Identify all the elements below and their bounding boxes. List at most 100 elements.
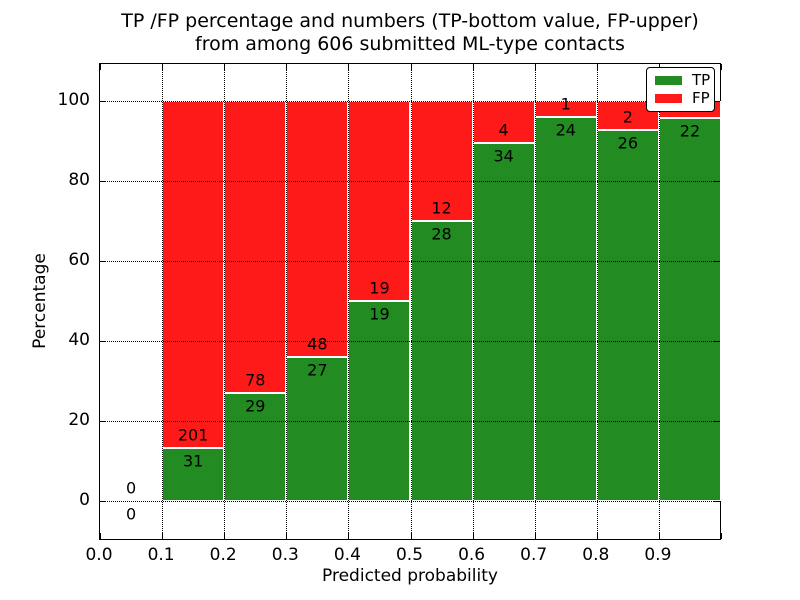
- x-tick-mark: [224, 533, 226, 539]
- y-tick-mark: [714, 181, 720, 182]
- tp-bar: [472, 143, 535, 501]
- x-tick-label: 0.3: [271, 545, 299, 565]
- x-gridline: [286, 64, 288, 539]
- legend-label-tp: TP: [692, 71, 711, 89]
- y-tick-mark: [714, 341, 720, 342]
- x-tick-mark: [286, 64, 288, 70]
- y-gridline: [100, 101, 720, 102]
- tp-count-label: 28: [431, 224, 452, 244]
- x-tick-mark: [534, 64, 536, 70]
- fp-bar: [410, 101, 473, 221]
- tp-count-label: 0: [125, 504, 137, 524]
- tp-bar: [224, 392, 287, 501]
- tp-count-label: 27: [307, 360, 328, 380]
- fp-count-label: 2: [622, 107, 633, 127]
- x-tick-mark: [348, 533, 350, 539]
- x-gridline: [658, 64, 660, 539]
- y-tick-label: 20: [68, 410, 90, 430]
- y-tick-mark: [100, 421, 106, 422]
- x-tick-mark: [472, 64, 474, 70]
- x-tick-label: 0.8: [582, 545, 610, 565]
- x-tick-mark: [410, 64, 412, 70]
- fp-count-label: 1: [560, 94, 571, 114]
- tp-count-label: 24: [555, 120, 576, 140]
- chart-title: TP /FP percentage and numbers (TP-bottom…: [99, 10, 721, 56]
- y-gridline: [100, 261, 720, 262]
- x-tick-mark: [224, 64, 226, 70]
- tp-bar: [658, 118, 721, 501]
- x-axis-label: Predicted probability: [322, 566, 498, 586]
- y-tick-mark: [100, 341, 106, 342]
- tp-bar: [162, 447, 225, 501]
- fp-bar: [348, 101, 411, 301]
- fp-count-label: 12: [431, 198, 452, 218]
- x-tick-label: 0.5: [395, 545, 424, 565]
- tp-count-label: 19: [369, 304, 390, 324]
- fp-count-label: 201: [177, 425, 209, 445]
- x-tick-mark: [100, 64, 101, 70]
- legend-label-fp: FP: [692, 89, 710, 107]
- x-tick-label: 0.9: [644, 545, 672, 565]
- y-tick-label: 40: [68, 330, 90, 350]
- legend-item-tp: TP: [655, 71, 711, 89]
- y-gridline: [100, 501, 720, 502]
- fp-count-label: 4: [498, 120, 509, 140]
- x-gridline: [596, 64, 598, 539]
- tp-count-label: 29: [245, 396, 266, 416]
- x-tick-mark: [286, 533, 288, 539]
- tp-bar: [534, 117, 597, 501]
- x-gridline: [472, 64, 474, 539]
- x-tick-label: 0.1: [147, 545, 175, 565]
- y-tick-mark: [100, 261, 106, 262]
- x-gridline: [534, 64, 536, 539]
- y-tick-label: 80: [68, 170, 90, 190]
- y-tick-mark: [100, 181, 106, 182]
- x-tick-label: 0.4: [333, 545, 361, 565]
- y-tick-mark: [714, 101, 720, 102]
- legend: TP FP: [646, 67, 715, 112]
- fp-count-label: 78: [245, 370, 266, 390]
- x-gridline: [348, 64, 350, 539]
- y-tick-mark: [714, 501, 720, 502]
- fp-bar: [224, 101, 287, 393]
- tp-count-label: 31: [182, 451, 204, 471]
- y-tick-mark: [100, 101, 106, 102]
- legend-item-fp: FP: [655, 89, 710, 107]
- y-gridline: [100, 181, 720, 182]
- x-tick-mark: [472, 533, 474, 539]
- plot-area: TP FP 0020131782948271919122843412422612…: [99, 63, 722, 540]
- y-gridline: [100, 421, 720, 422]
- x-tick-mark: [534, 533, 536, 539]
- tp-bar: [410, 221, 473, 501]
- tp-count-label: 26: [617, 133, 639, 153]
- x-gridline: [224, 64, 226, 539]
- tp-bar: [348, 301, 411, 501]
- x-tick-mark: [348, 64, 350, 70]
- y-tick-label: 0: [79, 490, 90, 510]
- y-tick-mark: [714, 421, 720, 422]
- x-tick-label: 0.0: [85, 545, 113, 565]
- x-gridline: [162, 64, 164, 539]
- fp-swatch-icon: [655, 94, 682, 103]
- y-tick-mark: [100, 501, 106, 502]
- fp-count-label: 19: [369, 278, 390, 298]
- fp-bar: [162, 101, 225, 448]
- x-tick-mark: [410, 533, 412, 539]
- tp-bar: [596, 129, 659, 501]
- tp-count-label: 34: [493, 146, 514, 166]
- x-tick-mark: [721, 533, 722, 539]
- x-tick-label: 0.7: [520, 545, 548, 565]
- x-tick-mark: [596, 533, 598, 539]
- chart-title-line1: TP /FP percentage and numbers (TP-bottom…: [121, 10, 699, 32]
- x-gridline: [410, 64, 412, 539]
- tp-count-label: 22: [679, 121, 701, 141]
- y-gridline: [100, 341, 720, 342]
- x-tick-mark: [162, 64, 164, 70]
- x-tick-mark: [162, 533, 164, 539]
- fp-count-label: 48: [307, 334, 328, 354]
- y-tick-label: 60: [68, 250, 90, 270]
- chart-title-line2: from among 606 submitted ML-type contact…: [195, 33, 625, 55]
- y-tick-mark: [714, 261, 720, 262]
- fp-bar: [286, 101, 349, 357]
